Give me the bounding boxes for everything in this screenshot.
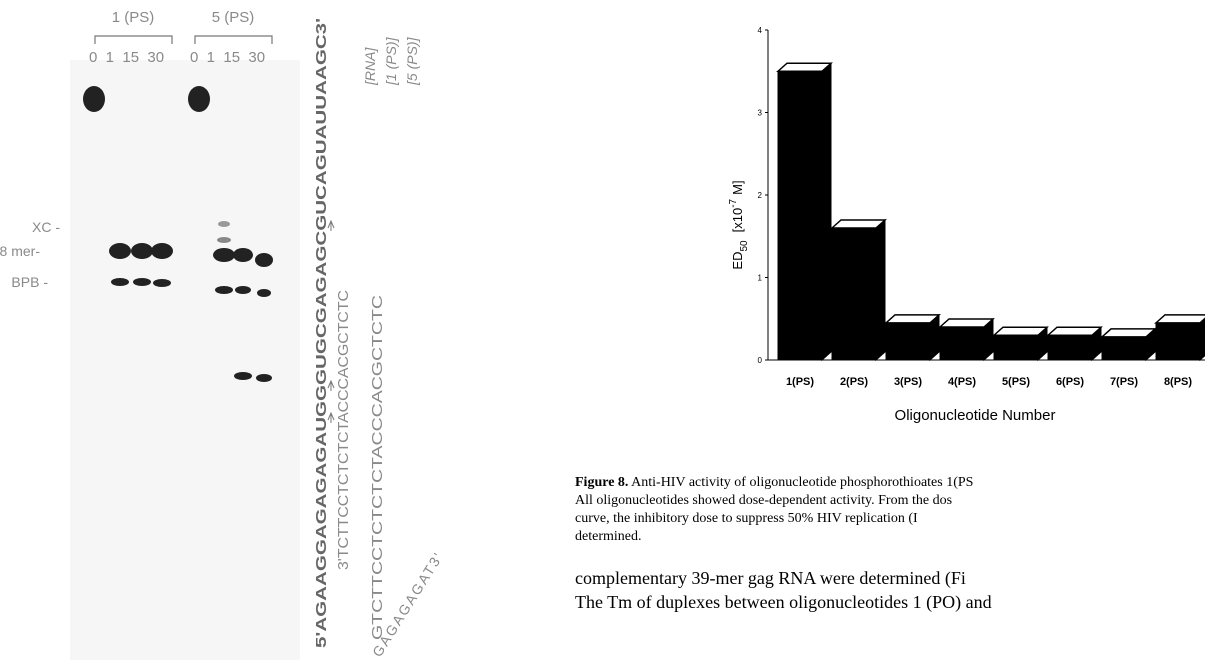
- gel-band: [188, 86, 210, 112]
- group-label: 1 (PS): [112, 9, 155, 26]
- y-tick-label: 0: [758, 356, 763, 365]
- gel-band: [213, 248, 235, 262]
- x-tick-label: 6(PS): [1056, 376, 1084, 388]
- gel-band: [257, 289, 271, 297]
- gel-band: [131, 243, 153, 259]
- bar: [940, 327, 984, 360]
- bar-top: [994, 327, 1047, 335]
- bar-side: [822, 63, 831, 360]
- y-tick-label: 4: [758, 26, 763, 35]
- bar-side: [876, 220, 885, 360]
- sequence-label: [5 (PS)]: [404, 36, 420, 86]
- figure-caption: Figure 8. Anti-HIV activity of oligonucl…: [575, 475, 973, 490]
- x-tick-label: 2(PS): [840, 376, 868, 388]
- bar: [1102, 337, 1146, 360]
- gel-band: [109, 243, 131, 259]
- gel-band: [233, 248, 253, 262]
- x-tick-label: 4(PS): [948, 376, 976, 388]
- gel-marker: XC -: [32, 219, 60, 235]
- x-tick-label: 5(PS): [1002, 376, 1030, 388]
- gel-band: [153, 279, 171, 287]
- bar: [1048, 335, 1092, 360]
- caption-line: All oligonucleotides showed dose-depende…: [575, 493, 952, 508]
- gel-marker: BPB -: [11, 274, 48, 290]
- body-text: The Tm of duplexes between oligonucleoti…: [575, 592, 992, 613]
- gel-band: [234, 372, 252, 380]
- bar: [886, 323, 930, 360]
- gel-band: [235, 286, 251, 294]
- gel-band: [83, 86, 105, 112]
- caption-line: determined.: [575, 529, 641, 544]
- bar: [832, 228, 876, 360]
- bar-top: [1156, 315, 1205, 323]
- caption-line: curve, the inhibitory dose to suppress 5…: [575, 511, 918, 526]
- y-label-part: 50: [739, 240, 750, 252]
- bar-chart: Oligonucleotide Number ED50 [x10-7 M] 0 1 2 3…: [728, 26, 1205, 424]
- y-tick-label: 2: [758, 191, 763, 200]
- bar-top: [778, 63, 831, 71]
- sequence: 3'TCTTCCTCTCTCTACCCACGCTCTC: [335, 290, 352, 570]
- gel-band: [256, 374, 272, 382]
- bar: [778, 71, 822, 360]
- caption-label: Figure 8.: [575, 475, 628, 490]
- sequence: GTCTTCCTCTCTCTACCCACGCTCTC: [369, 295, 386, 640]
- page: 1 (PS) 5 (PS) 0 1 15 30 0 1 15 30 XC - 8…: [0, 0, 1205, 665]
- y-label-part: M]: [730, 180, 745, 194]
- bar: [994, 335, 1038, 360]
- gel-background: [70, 60, 300, 660]
- group-label: 5 (PS): [212, 9, 255, 26]
- y-label-part: -7: [728, 198, 739, 207]
- y-tick-label: 1: [758, 274, 763, 283]
- gel-band: [218, 221, 230, 227]
- gel-band: [111, 278, 129, 286]
- y-label-part: ED: [730, 252, 745, 270]
- x-tick-label: 8(PS): [1164, 376, 1192, 388]
- gel-marker: 8 mer-: [0, 243, 40, 259]
- x-tick-label: 7(PS): [1110, 376, 1138, 388]
- lane-bracket: [95, 36, 272, 44]
- gel-band: [255, 253, 273, 267]
- x-tick-label: 3(PS): [894, 376, 922, 388]
- bar-top: [1102, 329, 1155, 337]
- gel-band: [151, 243, 173, 259]
- gel-band: [133, 278, 151, 286]
- sequence-label: [RNA]: [362, 47, 378, 86]
- y-label-part: [x10: [730, 208, 745, 233]
- gel-band: [217, 237, 231, 243]
- lane-labels: 0 1 15 30: [190, 49, 265, 66]
- y-axis-label: ED50 [x10-7 M]: [728, 180, 750, 269]
- bar-top: [832, 220, 885, 228]
- x-axis-label: Oligonucleotide Number: [895, 407, 1056, 424]
- bar-top: [940, 319, 993, 327]
- bar-top: [886, 315, 939, 323]
- x-tick-label: 1(PS): [786, 376, 814, 388]
- sequence-label: [1 (PS)]: [383, 36, 399, 86]
- lane-labels: 0 1 15 30: [89, 49, 164, 66]
- bar-top: [1048, 327, 1101, 335]
- caption-line: Anti-HIV activity of oligonucleotide pho…: [631, 475, 973, 490]
- sequence: 5'AGAAGGAGAGAGAUGGGUGCGAGAGCGUCAGUAUUAAG…: [313, 18, 330, 648]
- bar: [1156, 323, 1200, 360]
- body-text: complementary 39-mer gag RNA were determ…: [575, 568, 966, 589]
- gel-band: [215, 286, 233, 294]
- y-tick-label: 3: [758, 109, 763, 118]
